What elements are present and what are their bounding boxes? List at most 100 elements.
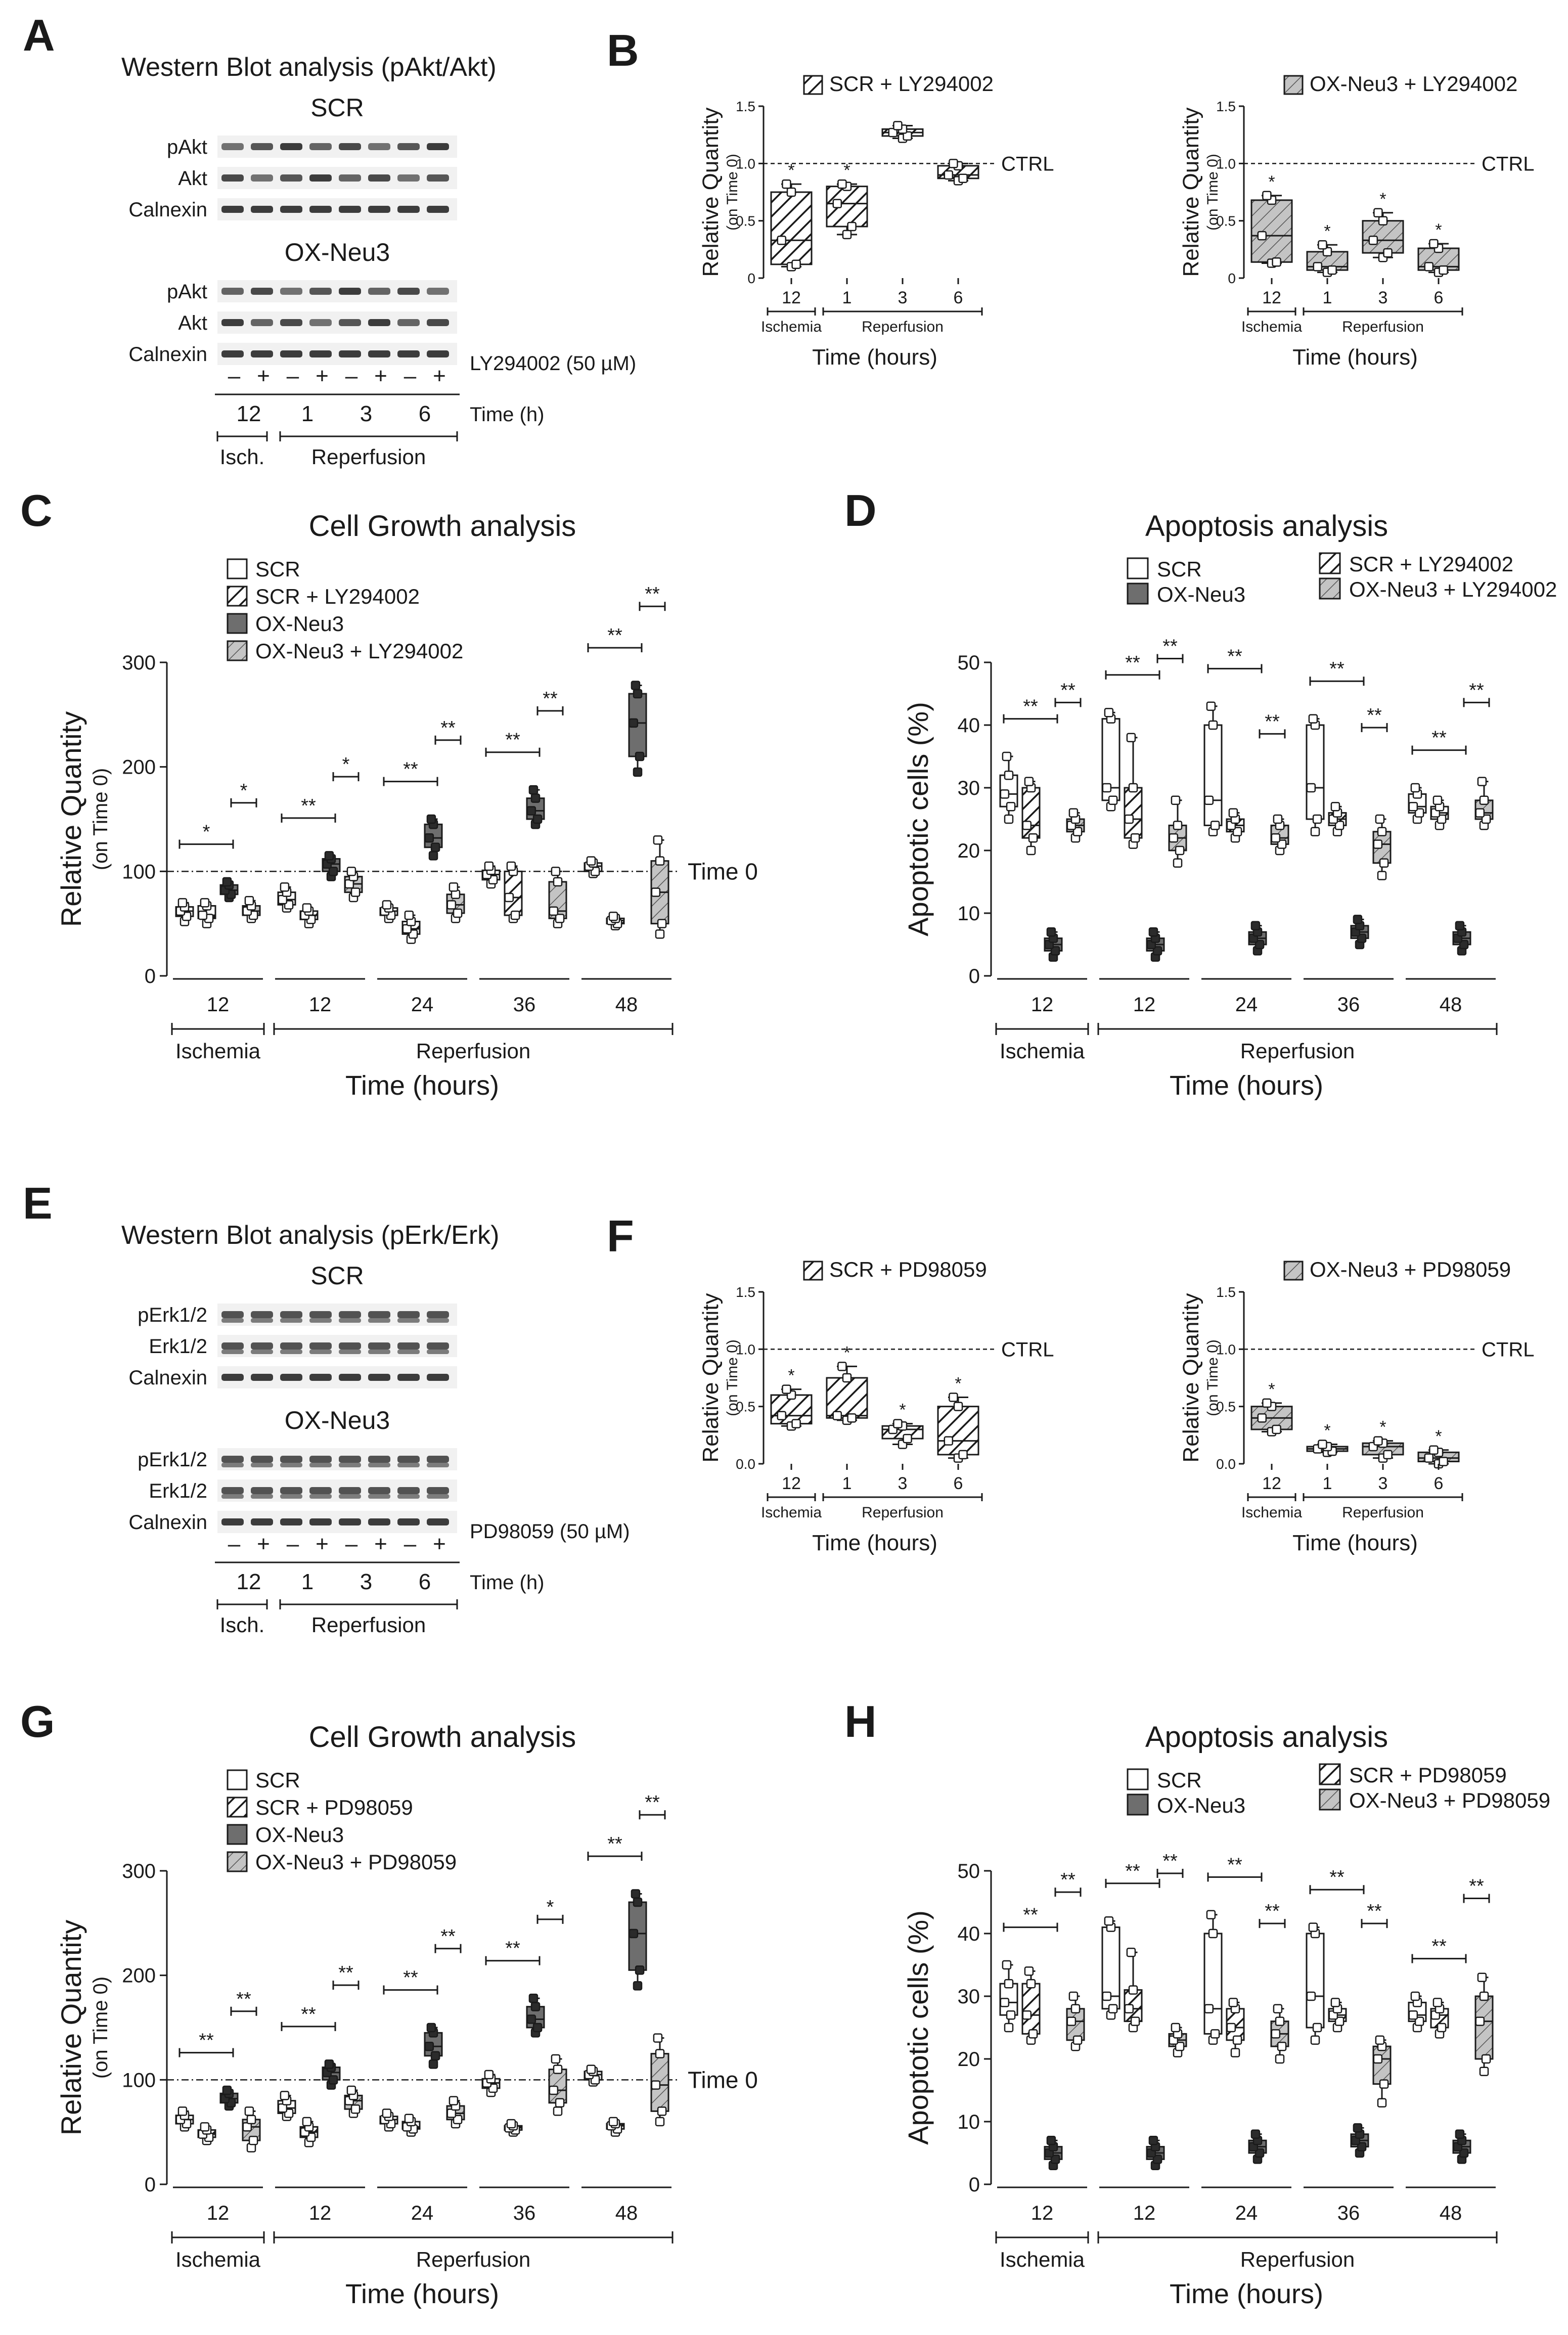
- x-tick-label: 12: [207, 994, 230, 1016]
- box-series-0: [277, 882, 296, 913]
- box-series-3-point: [350, 887, 361, 897]
- box-series-2-point: [530, 793, 541, 803]
- box-series-3-point: [1275, 2016, 1285, 2026]
- box-series-0-point: [1000, 1998, 1010, 2007]
- box-series-0-rect: [1306, 724, 1325, 820]
- blot-band: [397, 1456, 420, 1463]
- blot-band: [368, 1494, 390, 1499]
- box-series-3-point: [551, 2054, 561, 2064]
- box-1-point: [842, 230, 852, 240]
- blot-band: [221, 1487, 244, 1494]
- box-3-point: [1383, 248, 1393, 258]
- legend-label: SCR: [1157, 557, 1202, 581]
- significance-bracket-label: **: [1162, 1851, 1178, 1872]
- y-tick-label: 0: [1228, 271, 1236, 286]
- x-axis-label: Time (hours): [1170, 2279, 1323, 2309]
- box-series-1: [1430, 795, 1449, 830]
- box-series-3-point: [346, 867, 356, 876]
- y-axis-label: Relative Quantity: [55, 711, 87, 927]
- chart-C: C Cell Growth analysis SCR SCR + LY294002 OX…: [20, 485, 758, 1101]
- blot-band: [427, 1318, 449, 1323]
- box-series-3-point: [1373, 839, 1383, 849]
- box-series-1-rect: [1021, 1983, 1041, 2035]
- box-series-1-point: [1228, 808, 1238, 818]
- box-3-point: [1378, 216, 1388, 226]
- panel-letter: B: [607, 25, 639, 75]
- box-series-3-point: [1273, 2004, 1283, 2014]
- box-series-3-point: [248, 2135, 258, 2145]
- blot-band: [251, 319, 273, 326]
- box-3: [1362, 208, 1404, 262]
- timepoint-group-0: ** **: [999, 680, 1085, 962]
- y-tick-label: 1.5: [736, 99, 755, 114]
- reperfusion-label: Reperfusion: [416, 2248, 530, 2271]
- box-series-3-point: [1070, 2004, 1081, 2014]
- significance-bracket-label: **: [1329, 1867, 1345, 1888]
- legend-label: SCR: [255, 557, 300, 581]
- box-series-0-point: [1006, 801, 1016, 812]
- box-series-1-point: [200, 898, 210, 908]
- box-series-2-point: [328, 2075, 338, 2085]
- blot-band: [368, 1463, 390, 1467]
- box-series-1-point: [1437, 2023, 1447, 2033]
- box-12: [770, 1384, 813, 1431]
- box-series-2-point: [532, 814, 543, 824]
- significance-bracket-label: **: [1265, 1901, 1280, 1922]
- chart-G: G Cell Growth analysis SCR SCR + PD98059 OX-…: [20, 1696, 758, 2309]
- blot-band: [309, 319, 332, 326]
- timepoint-group-1: ** **: [277, 1962, 363, 2147]
- significance-bracket-label: **: [1265, 711, 1280, 732]
- significance-mark: *: [1379, 1418, 1386, 1437]
- box-series-0: [379, 900, 398, 923]
- box-series-2-point: [1148, 2135, 1158, 2145]
- blot-band: [251, 206, 273, 213]
- box-series-0-point: [1104, 1916, 1114, 1926]
- box-6-point: [958, 173, 968, 184]
- box-series-3-point: [1066, 2016, 1077, 2026]
- significance-bracket-label: **: [1023, 1905, 1038, 1926]
- chart-title: Cell Growth analysis: [309, 1721, 576, 1754]
- box-series-0-point: [1414, 2016, 1424, 2026]
- box-series-3-point: [657, 919, 667, 928]
- box-series-1-point: [1226, 2023, 1236, 2033]
- legend-swatch: [227, 1851, 248, 1872]
- box-series-0-point: [1310, 827, 1320, 837]
- box-series-3-point: [655, 2049, 665, 2058]
- ischemia-label: Ischemia: [175, 2248, 261, 2271]
- box-series-1: [1328, 801, 1347, 837]
- blot-band: [339, 1456, 361, 1463]
- y-tick-label: 1.0: [1216, 1341, 1236, 1357]
- blot-band: [309, 1342, 332, 1350]
- box-series-0-point: [1102, 1991, 1112, 2001]
- box-series-1-rect: [1021, 787, 1041, 839]
- box-series-0-point: [1312, 814, 1322, 824]
- box-series-1-point: [1130, 2016, 1140, 2026]
- box-series-2-point: [430, 2051, 440, 2061]
- blot-band: [280, 1374, 302, 1381]
- box-series-3: [548, 2054, 567, 2116]
- box-1-point: [837, 179, 847, 189]
- timepoint-group-1: ** **: [1101, 636, 1187, 962]
- significance-bracket-label: **: [1469, 680, 1484, 701]
- x-axis-label: Time (hours): [812, 1531, 937, 1555]
- blot-band: [339, 1318, 361, 1323]
- box-6-point: [949, 1393, 958, 1402]
- box-series-2-point: [526, 2014, 536, 2024]
- box-series-0: [1408, 783, 1427, 824]
- significance-mark: *: [788, 161, 794, 180]
- box-series-2-point: [1255, 2148, 1265, 2158]
- box-1-point: [1327, 265, 1337, 275]
- blot-row-label: Erk1/2: [149, 1480, 207, 1502]
- box-series-1-point: [1334, 2016, 1345, 2026]
- box-1-point: [1313, 262, 1323, 272]
- blot-band: [221, 1494, 244, 1499]
- box-series-3-point: [1072, 2035, 1083, 2045]
- box-series-0: [1203, 1910, 1223, 2045]
- legend-swatch: [227, 1797, 248, 1818]
- treatment-sign: –: [345, 364, 358, 388]
- box-series-3: [1270, 814, 1289, 856]
- blot-band: [339, 1374, 361, 1381]
- panel-letter: D: [844, 485, 877, 535]
- box-series-2-point: [1152, 946, 1162, 956]
